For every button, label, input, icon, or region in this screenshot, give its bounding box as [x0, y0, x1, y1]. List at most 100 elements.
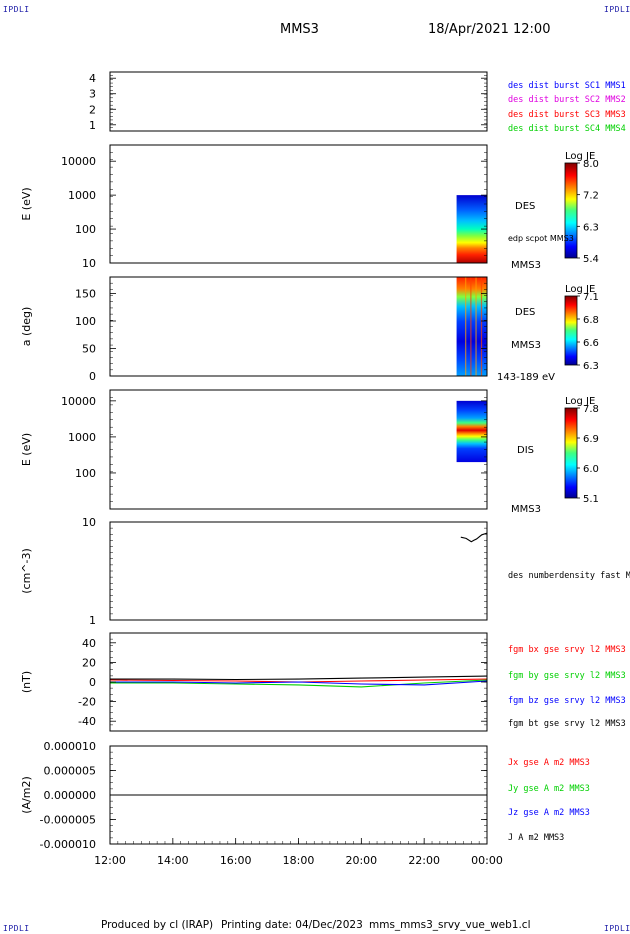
colorbar-tick-label: 5.1: [583, 494, 599, 505]
colorbar-tick-label: 7.1: [583, 292, 599, 303]
y-tick-label: -40: [78, 715, 96, 728]
colorbar-tick-label: 7.8: [583, 404, 599, 415]
panel-frame: [109, 521, 488, 621]
panel-side-label: DES: [515, 201, 535, 212]
y-tick-label: -20: [78, 696, 96, 709]
panel-frame: [109, 389, 488, 510]
y-tick-label: 0.000000: [44, 789, 97, 802]
colorbar-tick-label: 6.9: [583, 434, 599, 445]
colorbar-tick-label: 5.4: [583, 254, 599, 265]
y-axis-label: a (deg): [20, 307, 33, 347]
y-tick-label: 0.000010: [44, 740, 97, 753]
y-tick-label: 0.000005: [44, 765, 97, 778]
spectrogram-streak: [480, 277, 483, 376]
y-tick-label: 20: [82, 656, 96, 669]
legend-entry: des dist burst SC1 MMS1: [508, 81, 626, 91]
corner-label-top-right: IPDLI: [604, 5, 630, 14]
footer-filename: mms_mms3_srvy_vue_web1.cl: [369, 919, 531, 931]
colorbar-title: Log JE: [565, 396, 595, 407]
x-tick-label: 22:00: [408, 854, 440, 867]
legend-entry: Jy gse A m2 MMS3: [508, 784, 590, 794]
y-tick-label: 0: [89, 370, 96, 383]
series-line: [460, 532, 488, 543]
legend-entry: des dist burst SC3 MMS3: [508, 110, 626, 120]
y-tick-label: -0.000005: [40, 814, 96, 827]
panel-frame: [109, 144, 488, 264]
colorbar-tick-label: 6.3: [583, 222, 599, 233]
legend-entry: des dist burst SC2 MMS2: [508, 95, 626, 105]
spectrogram-streak: [465, 277, 467, 376]
colorbar-tick-label: 8.0: [583, 159, 599, 170]
legend-entry: fgm by gse srvy l2 MMS3: [508, 671, 626, 681]
legend-entry: des numberdensity fast M: [508, 571, 630, 581]
y-tick-label: -0.000010: [40, 838, 96, 851]
y-tick-label: 1000: [68, 431, 96, 444]
colorbar-tick-label: 7.2: [583, 191, 599, 202]
x-tick-label: 14:00: [157, 854, 189, 867]
y-axis-label: (cm^-3): [20, 548, 33, 594]
panel-side-label: MMS3: [511, 504, 541, 515]
legend-entry: des dist burst SC4 MMS4: [508, 124, 626, 134]
colorbar-tick-label: 6.6: [583, 338, 599, 349]
y-tick-label: 40: [82, 637, 96, 650]
panel-5: 1 10 (cm^-3) des numberdensity fast M: [20, 516, 630, 627]
x-tick-label: 16:00: [220, 854, 252, 867]
colorbar-title: Log JE: [565, 284, 595, 295]
panel-side-label: edp scpot MMS3: [508, 234, 574, 243]
spectrogram-streak: [470, 277, 472, 376]
y-tick-label: 3: [89, 88, 96, 101]
y-tick-label: 1000: [68, 189, 96, 202]
spectrogram-streak: [475, 277, 477, 376]
spectrogram-block: [456, 400, 487, 463]
panel-side-label: DES: [515, 307, 535, 318]
y-tick-label: 100: [75, 223, 96, 236]
colorbar-tick-label: 6.3: [583, 361, 599, 372]
footer-produced: Produced by cl (IRAP): [101, 919, 214, 931]
x-tick-label: 00:00: [471, 854, 503, 867]
x-tick-label: 18:00: [283, 854, 315, 867]
legend-entry: fgm bz gse srvy l2 MMS3: [508, 696, 626, 706]
colorbar: [564, 407, 578, 499]
panel-1: 1 2 3 4 des dist burst SC1 MMS1 des dist burs…: [89, 71, 626, 134]
colorbar-tick-label: 6.0: [583, 464, 599, 475]
legend-entry: J A m2 MMS3: [508, 833, 564, 843]
panel-side-label: MMS3: [511, 340, 541, 351]
series-line: [110, 675, 488, 681]
colorbar-tick-label: 6.8: [583, 315, 599, 326]
y-tick-label: 1: [89, 614, 96, 627]
panel-frame: [109, 71, 488, 132]
y-tick-label: 100: [75, 467, 96, 480]
legend-entry: Jz gse A m2 MMS3: [508, 808, 590, 818]
colorbar-title: Log JE: [565, 151, 595, 162]
y-tick-label: 50: [82, 343, 96, 356]
panel-4: Log JE 5.1 6.0 6.9 7.8 DIS MMS3 100 1000 10000 E (…: [20, 389, 599, 515]
panel-side-label: DIS: [517, 445, 534, 456]
y-tick-label: 150: [75, 288, 96, 301]
panel-6: -40 -20 0 20 40 (nT) fgm bx gse srvy l2 MMS3 fg…: [20, 632, 626, 732]
panel-side-label: MMS3: [511, 260, 541, 271]
panel-2: Log JE 5.4 6.3 7.2 8.0 DES edp scpot MMS3 MMS3 1…: [20, 144, 599, 271]
legend-entry: Jx gse A m2 MMS3: [508, 758, 590, 768]
y-tick-label: 10000: [61, 395, 96, 408]
colorbar: [564, 162, 578, 259]
corner-label-bottom-left: IPDLI: [3, 924, 30, 933]
x-tick-label: 12:00: [94, 854, 126, 867]
x-tick-label: 20:00: [345, 854, 377, 867]
spacecraft-title: MMS3: [280, 22, 319, 37]
series-line: [110, 679, 488, 688]
y-tick-label: 1: [89, 119, 96, 132]
panel-7: -0.000010 -0.000005 0.000000 0.000005 0.0000…: [20, 740, 590, 851]
footer-printing-date: Printing date: 04/Dec/2023: [221, 919, 363, 931]
panel-3: Log JE 6.3 6.6 6.8 7.1 DES MMS3 143-189 eV 0 50 10…: [20, 276, 599, 383]
y-tick-label: 10000: [61, 155, 96, 168]
y-tick-label: 10: [82, 257, 96, 270]
spectrogram-block: [456, 277, 487, 376]
colorbar: [564, 295, 578, 366]
y-axis-label: E (eV): [20, 433, 33, 466]
y-tick-label: 10: [82, 516, 96, 529]
y-tick-label: 4: [89, 72, 96, 85]
y-tick-label: 100: [75, 315, 96, 328]
legend-entry: fgm bt gse srvy l2 MMS3: [508, 719, 626, 729]
panel-frame: [109, 276, 488, 377]
